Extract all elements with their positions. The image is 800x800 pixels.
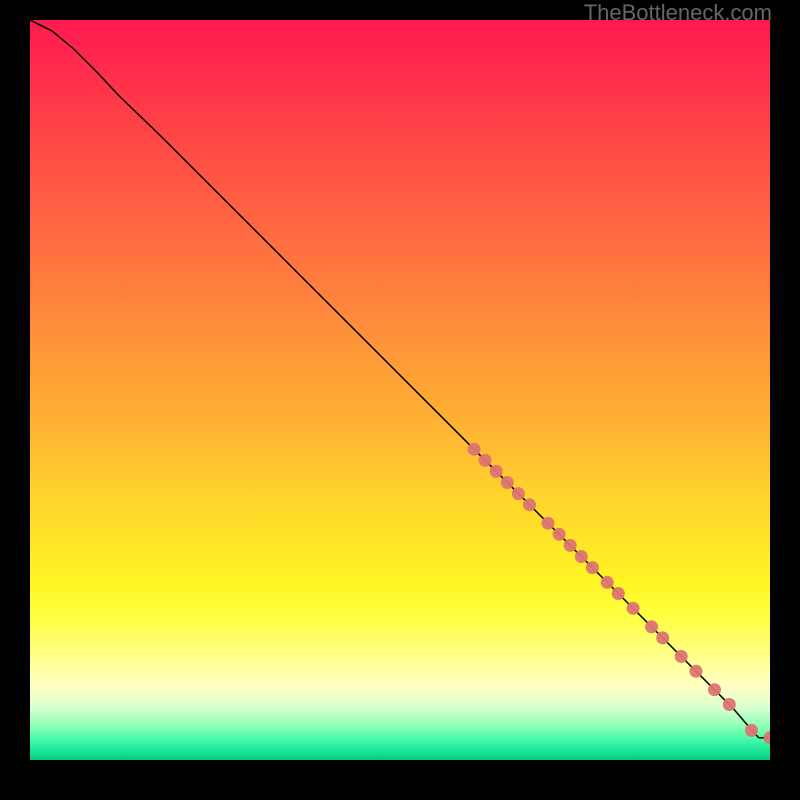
data-marker <box>601 576 614 589</box>
data-marker <box>523 498 536 511</box>
chart-overlay <box>30 20 770 760</box>
data-marker <box>745 724 758 737</box>
data-marker <box>708 683 721 696</box>
curve-line <box>30 20 770 738</box>
data-marker <box>512 487 525 500</box>
data-marker <box>542 517 555 530</box>
plot-area <box>30 20 770 760</box>
data-marker <box>723 698 736 711</box>
data-marker <box>675 650 688 663</box>
data-marker <box>553 528 566 541</box>
data-marker <box>479 454 492 467</box>
data-marker <box>468 443 481 456</box>
data-marker <box>764 731 771 744</box>
data-marker <box>575 550 588 563</box>
data-marker <box>627 602 640 615</box>
data-marker <box>490 465 503 478</box>
data-marker <box>645 620 658 633</box>
data-marker <box>501 476 514 489</box>
data-marker <box>656 631 669 644</box>
data-marker <box>586 561 599 574</box>
data-marker <box>690 665 703 678</box>
data-marker <box>564 539 577 552</box>
watermark-text: TheBottleneck.com <box>584 0 772 26</box>
data-marker <box>612 587 625 600</box>
